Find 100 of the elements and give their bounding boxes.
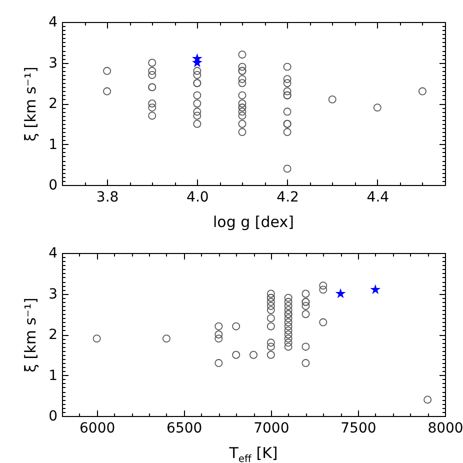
point [238, 100, 246, 108]
x-tick-label: 7500 [340, 420, 376, 436]
point [266, 322, 275, 330]
y-tick-label: 4 [48, 246, 58, 262]
point [335, 288, 346, 298]
y-tick-label: 1 [48, 368, 58, 384]
y-tick-label: 1 [48, 136, 58, 153]
point [148, 104, 156, 112]
point [284, 294, 292, 302]
point [284, 306, 292, 314]
point [302, 290, 310, 298]
point [92, 334, 101, 343]
point [319, 318, 328, 326]
y-axis-title: ξ [km s⁻¹] [22, 66, 40, 142]
point [238, 91, 246, 100]
point [148, 66, 156, 75]
point [284, 342, 292, 351]
x-tick-label: 3.8 [96, 190, 119, 206]
x-tick-label: 4.2 [276, 190, 299, 206]
y-tick-label: 3 [48, 286, 58, 302]
point [193, 91, 202, 100]
x-tick-label: 6500 [166, 420, 202, 436]
point [302, 342, 310, 351]
point [418, 87, 426, 96]
point [148, 100, 156, 108]
point [283, 62, 292, 71]
point [266, 298, 275, 306]
point [192, 53, 202, 64]
point [319, 282, 328, 290]
x-tick-label: 4.0 [186, 190, 209, 206]
point [238, 79, 246, 88]
y-tick-label: 0 [48, 178, 58, 194]
point [232, 350, 240, 359]
x-tick-label: 4.4 [366, 190, 390, 206]
point [283, 75, 292, 84]
y-tick-label: 4 [48, 14, 58, 30]
point [148, 112, 156, 120]
point [283, 108, 292, 116]
point [238, 120, 246, 128]
point [266, 350, 275, 359]
point [193, 100, 202, 108]
x-tick-label: 8000 [428, 420, 463, 436]
point [232, 322, 240, 330]
point [284, 330, 292, 338]
point [214, 330, 223, 338]
point [373, 104, 382, 112]
point [238, 128, 246, 136]
point [302, 302, 310, 310]
y-tick-label: 3 [48, 55, 58, 72]
point [424, 396, 432, 404]
x-axis-title: T$_{eff}$ [K] [229, 444, 278, 463]
x-tick-label: 7000 [254, 420, 290, 436]
point [266, 314, 275, 322]
point [266, 338, 275, 347]
point [283, 87, 292, 96]
point [193, 70, 202, 79]
point [148, 70, 156, 79]
point [266, 302, 275, 310]
point [283, 164, 292, 173]
point [193, 112, 202, 120]
point [284, 338, 292, 347]
point [266, 306, 275, 314]
point [238, 75, 246, 84]
point [214, 322, 223, 330]
point [214, 359, 223, 368]
point [370, 284, 381, 294]
point [284, 322, 292, 330]
x-tick-label: 6000 [80, 420, 116, 436]
point [283, 128, 292, 136]
point [193, 120, 202, 128]
point [238, 108, 246, 116]
point [284, 326, 292, 334]
point [148, 58, 156, 67]
point [266, 342, 275, 351]
point [238, 62, 246, 71]
point [193, 108, 202, 116]
point [328, 95, 336, 104]
point [319, 286, 328, 294]
point [302, 310, 310, 318]
y-tick-label: 2 [48, 96, 58, 112]
y-tick-label: 0 [48, 408, 58, 424]
point [284, 314, 292, 322]
point [103, 87, 112, 96]
point [162, 334, 170, 343]
point [302, 359, 310, 368]
point [284, 334, 292, 343]
y-tick-label: 2 [48, 327, 58, 343]
point [193, 66, 202, 75]
point [284, 298, 292, 306]
point [238, 112, 246, 120]
point [266, 290, 275, 298]
point [283, 79, 292, 88]
y-axis-title: ξ [km s⁻¹] [22, 298, 40, 372]
point [250, 350, 258, 359]
x-axis-title: log g [dex] [213, 213, 294, 231]
point [103, 66, 112, 75]
point [284, 302, 292, 310]
point [238, 50, 246, 59]
point [214, 334, 223, 343]
point [284, 318, 292, 326]
